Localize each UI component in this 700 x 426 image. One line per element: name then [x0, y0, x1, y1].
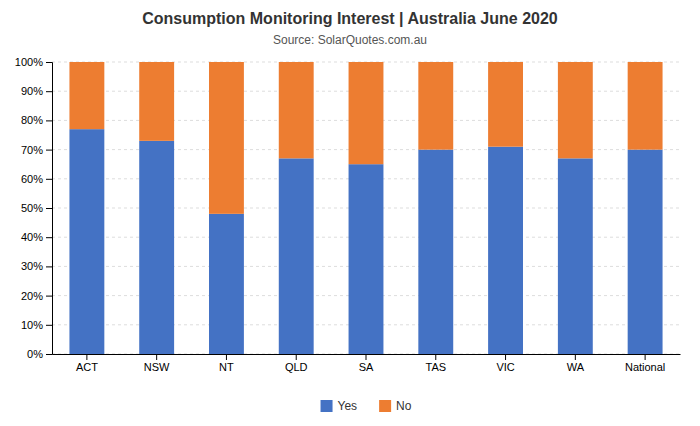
bar: [488, 147, 523, 354]
y-tick-label: 40%: [21, 231, 43, 243]
grid: [52, 62, 680, 354]
bar: [628, 150, 663, 354]
legend-item: Yes: [321, 399, 358, 413]
bar-series: [69, 62, 662, 214]
x-tick-label: NSW: [144, 361, 170, 373]
y-tick-mark: [46, 325, 52, 326]
legend: Yes No: [321, 399, 412, 413]
y-tick: 10%: [21, 319, 52, 331]
x-tick-mark: [296, 354, 297, 360]
bar: [349, 164, 384, 354]
y-tick-mark: [46, 266, 52, 267]
y-tick-mark: [46, 91, 52, 92]
x-tick-label: NT: [219, 361, 234, 373]
y-tick-label: 10%: [21, 319, 43, 331]
bar: [279, 62, 314, 158]
bar: [69, 62, 104, 129]
y-tick-label: 100%: [15, 56, 43, 68]
x-tick-label: ACT: [76, 361, 98, 373]
bar: [418, 150, 453, 354]
x-tick-mark: [366, 354, 367, 360]
bar: [209, 62, 244, 214]
x-tick-mark: [575, 354, 576, 360]
y-tick: 50%: [21, 202, 52, 214]
bar: [139, 62, 174, 141]
y-tick: 0%: [27, 348, 52, 360]
legend-swatch: [321, 400, 333, 412]
chart-subtitle: Source: SolarQuotes.com.au: [273, 33, 427, 47]
y-tick-label: 70%: [21, 144, 43, 156]
y-tick-mark: [46, 237, 52, 238]
y-tick: 30%: [21, 260, 52, 272]
x-tick-label: National: [625, 361, 665, 373]
y-tick-mark: [46, 354, 52, 355]
y-tick-label: 60%: [21, 173, 43, 185]
y-tick-label: 50%: [21, 202, 43, 214]
bar: [488, 62, 523, 147]
y-tick-mark: [46, 208, 52, 209]
y-tick-label: 20%: [21, 290, 43, 302]
x-tick: NT: [219, 354, 234, 373]
x-tick: VIC: [496, 354, 514, 373]
legend-item: No: [379, 399, 412, 413]
x-tick: SA: [359, 354, 374, 373]
x-tick-mark: [156, 354, 157, 360]
y-tick-mark: [46, 179, 52, 180]
y-tick-label: 30%: [21, 260, 43, 272]
legend-label: Yes: [338, 399, 358, 413]
chart-svg: Consumption Monitoring Interest | Austra…: [0, 0, 700, 426]
y-tick-label: 0%: [27, 348, 43, 360]
y-tick: 100%: [15, 56, 52, 68]
bar: [558, 158, 593, 354]
x-tick-label: VIC: [496, 361, 514, 373]
bar: [139, 141, 174, 354]
y-tick-mark: [46, 62, 52, 63]
y-tick-mark: [46, 296, 52, 297]
bars: [69, 62, 662, 354]
x-tick-label: QLD: [285, 361, 308, 373]
bar: [69, 129, 104, 354]
y-tick-label: 80%: [21, 114, 43, 126]
y-tick: 80%: [21, 114, 52, 126]
x-tick: National: [625, 354, 665, 373]
legend-label: No: [396, 399, 412, 413]
x-tick-mark: [505, 354, 506, 360]
y-tick: 90%: [21, 85, 52, 97]
bar: [418, 62, 453, 150]
chart-title: Consumption Monitoring Interest | Austra…: [142, 10, 558, 27]
bar: [349, 62, 384, 164]
x-tick-label: WA: [567, 361, 585, 373]
y-tick: 70%: [21, 144, 52, 156]
y-axis-line: [46, 63, 53, 355]
x-tick: TAS: [425, 354, 446, 373]
y-tick: 40%: [21, 231, 52, 243]
bar: [628, 62, 663, 150]
x-tick: WA: [567, 354, 585, 373]
x-tick-mark: [435, 354, 436, 360]
plot-area: ACT NSW NT QLD SA TAS VIC WA National 0% 10% 20% 30%…: [15, 56, 681, 373]
y-axis: 0% 10% 20% 30% 40% 50% 60% 70% 80% 90% 100%: [15, 56, 53, 360]
bar: [209, 214, 244, 354]
y-tick: 20%: [21, 290, 52, 302]
x-tick: ACT: [76, 354, 98, 373]
chart-container: Consumption Monitoring Interest | Austra…: [0, 0, 700, 426]
bar: [558, 62, 593, 158]
x-tick-mark: [226, 354, 227, 360]
x-tick: QLD: [285, 354, 308, 373]
x-tick-mark: [86, 354, 87, 360]
y-tick-mark: [46, 120, 52, 121]
bar: [279, 158, 314, 354]
x-axis: ACT NSW NT QLD SA TAS VIC WA National: [53, 354, 681, 373]
y-tick-mark: [46, 150, 52, 151]
legend-swatch: [379, 400, 391, 412]
x-tick-label: TAS: [425, 361, 446, 373]
y-tick-label: 90%: [21, 85, 43, 97]
y-tick: 60%: [21, 173, 52, 185]
x-tick-label: SA: [359, 361, 374, 373]
x-tick-mark: [645, 354, 646, 360]
x-tick: NSW: [144, 354, 170, 373]
